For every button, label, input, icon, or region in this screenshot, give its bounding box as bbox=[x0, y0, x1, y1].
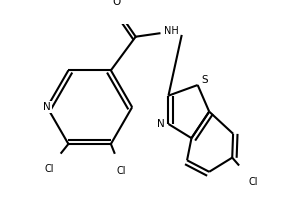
Text: S: S bbox=[201, 75, 208, 85]
Text: N: N bbox=[157, 119, 165, 129]
Text: N: N bbox=[43, 102, 51, 112]
Text: O: O bbox=[112, 0, 120, 7]
Text: Cl: Cl bbox=[249, 177, 258, 187]
Text: NH: NH bbox=[164, 26, 179, 36]
Text: Cl: Cl bbox=[117, 166, 126, 176]
Text: Cl: Cl bbox=[44, 164, 54, 174]
